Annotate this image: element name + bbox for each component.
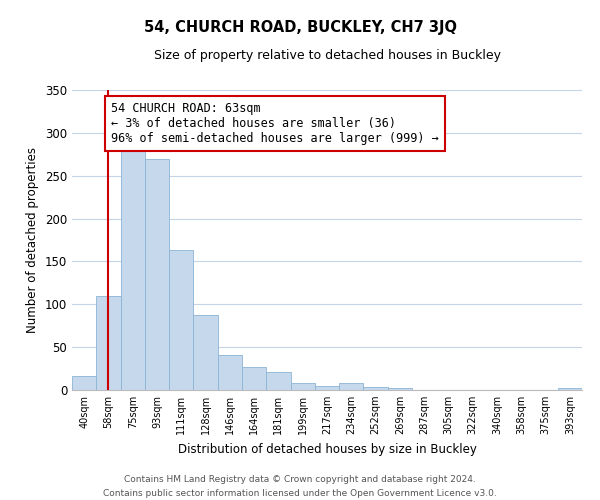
- Bar: [266, 372, 290, 390]
- Text: Contains HM Land Registry data © Crown copyright and database right 2024.
Contai: Contains HM Land Registry data © Crown c…: [103, 476, 497, 498]
- Text: 54 CHURCH ROAD: 63sqm
← 3% of detached houses are smaller (36)
96% of semi-detac: 54 CHURCH ROAD: 63sqm ← 3% of detached h…: [111, 102, 439, 145]
- Bar: [364, 388, 388, 390]
- Title: Size of property relative to detached houses in Buckley: Size of property relative to detached ho…: [154, 50, 500, 62]
- Bar: [290, 383, 315, 390]
- Bar: [72, 376, 96, 390]
- Bar: [96, 296, 121, 390]
- Bar: [193, 316, 218, 390]
- Bar: [339, 383, 364, 390]
- X-axis label: Distribution of detached houses by size in Buckley: Distribution of detached houses by size …: [178, 442, 476, 456]
- Bar: [145, 158, 169, 390]
- Bar: [169, 250, 193, 390]
- Bar: [218, 355, 242, 390]
- Bar: [315, 386, 339, 390]
- Y-axis label: Number of detached properties: Number of detached properties: [26, 147, 40, 333]
- Text: 54, CHURCH ROAD, BUCKLEY, CH7 3JQ: 54, CHURCH ROAD, BUCKLEY, CH7 3JQ: [143, 20, 457, 35]
- Bar: [242, 367, 266, 390]
- Bar: [121, 139, 145, 390]
- Bar: [388, 388, 412, 390]
- Bar: [558, 388, 582, 390]
